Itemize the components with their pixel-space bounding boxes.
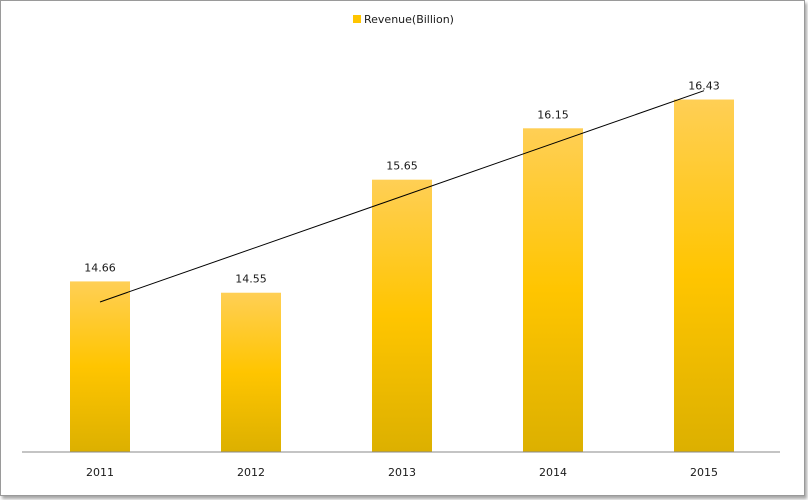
value-label-2011: 14.66 (84, 261, 116, 274)
legend: Revenue(Billion) (353, 13, 454, 26)
bar-2011 (70, 281, 130, 452)
trendline (99, 90, 705, 303)
value-label-2012: 14.55 (235, 273, 267, 286)
value-labels-group: 14.66 14.55 15.65 16.15 16.43 (84, 80, 720, 286)
bar-2014 (523, 128, 583, 452)
legend-label: Revenue(Billion) (364, 13, 454, 26)
value-label-2015: 16.43 (688, 80, 720, 93)
x-tick-2013: 2013 (388, 466, 416, 479)
x-tick-labels-group: 2011 2012 2013 2014 2015 (86, 466, 718, 479)
bar-2013 (372, 179, 432, 452)
value-label-2013: 15.65 (386, 160, 418, 173)
bars-group (70, 99, 734, 452)
bar-2015 (674, 99, 734, 452)
x-tick-2015: 2015 (690, 466, 718, 479)
x-tick-2014: 2014 (539, 466, 567, 479)
bar-2012 (221, 292, 281, 452)
x-tick-2011: 2011 (86, 466, 114, 479)
value-label-2014: 16.15 (537, 108, 569, 121)
legend-swatch (353, 15, 361, 23)
x-tick-2012: 2012 (237, 466, 265, 479)
